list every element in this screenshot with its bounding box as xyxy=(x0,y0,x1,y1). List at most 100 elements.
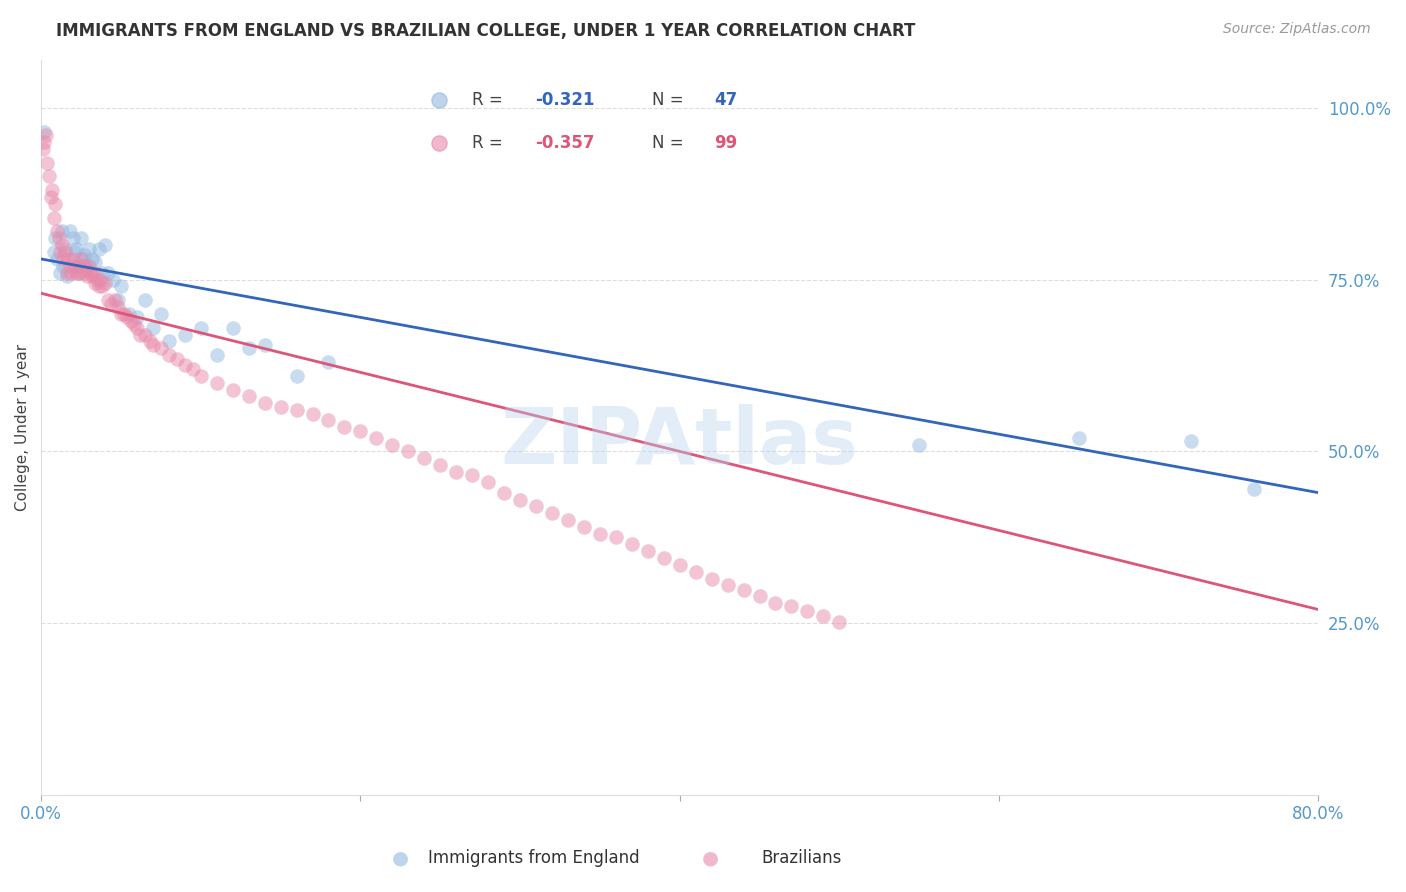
Point xyxy=(589,527,612,541)
Point xyxy=(107,293,129,308)
Text: IMMIGRANTS FROM ENGLAND VS BRAZILIAN COLLEGE, UNDER 1 YEAR CORRELATION CHART: IMMIGRANTS FROM ENGLAND VS BRAZILIAN COL… xyxy=(56,22,915,40)
Point xyxy=(94,276,117,290)
Point xyxy=(780,599,803,613)
Point xyxy=(149,307,172,321)
Point xyxy=(142,320,165,334)
Point xyxy=(221,383,243,397)
Point xyxy=(716,578,738,592)
Point xyxy=(38,169,60,184)
Point xyxy=(83,266,105,280)
Point xyxy=(190,320,212,334)
Point xyxy=(97,266,120,280)
Point xyxy=(82,252,104,266)
Point xyxy=(134,293,156,308)
Point xyxy=(112,307,135,321)
Point xyxy=(62,252,84,266)
Point xyxy=(477,475,499,490)
Point xyxy=(509,492,531,507)
Point xyxy=(253,396,276,410)
Point xyxy=(205,376,228,390)
Point xyxy=(110,279,132,293)
Point xyxy=(605,530,627,544)
Point xyxy=(461,468,484,483)
Point xyxy=(637,544,659,558)
Point xyxy=(765,596,787,610)
Point xyxy=(90,279,112,293)
Point xyxy=(73,266,96,280)
Point xyxy=(73,248,96,262)
Point xyxy=(46,224,69,238)
Point xyxy=(49,245,72,260)
Point xyxy=(908,437,931,451)
Point xyxy=(120,314,142,328)
Point xyxy=(494,485,516,500)
Point xyxy=(84,276,107,290)
Point xyxy=(190,368,212,383)
Point xyxy=(52,252,75,266)
Point xyxy=(110,307,132,321)
Point xyxy=(94,238,117,252)
Point xyxy=(118,307,141,321)
Point xyxy=(1243,482,1265,496)
Point xyxy=(49,266,72,280)
Point xyxy=(301,407,323,421)
Point xyxy=(100,296,122,310)
Point xyxy=(77,242,100,256)
Point xyxy=(318,355,340,369)
Point xyxy=(117,310,139,325)
Point xyxy=(166,351,188,366)
Point xyxy=(253,338,276,352)
Point xyxy=(125,320,148,334)
Point xyxy=(524,500,547,514)
Point xyxy=(668,558,690,572)
Point xyxy=(129,327,152,342)
Point xyxy=(396,444,419,458)
Point xyxy=(90,266,112,280)
Point xyxy=(733,583,755,598)
Point xyxy=(44,231,66,245)
Point xyxy=(125,310,148,325)
Text: ZIPAtlas: ZIPAtlas xyxy=(501,404,859,480)
Point xyxy=(122,317,145,331)
Point xyxy=(828,615,851,629)
Point xyxy=(75,259,97,273)
Point xyxy=(51,238,73,252)
Point xyxy=(429,458,451,472)
Point xyxy=(63,259,86,273)
Point xyxy=(134,327,156,342)
Point xyxy=(67,266,90,280)
Point xyxy=(77,259,100,273)
Point xyxy=(70,252,93,266)
Point xyxy=(87,279,110,293)
Point xyxy=(66,259,89,273)
Point xyxy=(541,506,564,520)
Point xyxy=(181,362,204,376)
Point xyxy=(63,245,86,260)
Point xyxy=(238,341,260,355)
Point xyxy=(1180,434,1202,448)
Point xyxy=(72,259,94,273)
Point xyxy=(748,589,770,603)
Point xyxy=(34,125,56,139)
Text: ●: ● xyxy=(702,848,718,868)
Y-axis label: College, Under 1 year: College, Under 1 year xyxy=(15,343,30,511)
Point xyxy=(173,359,195,373)
Text: Source: ZipAtlas.com: Source: ZipAtlas.com xyxy=(1223,22,1371,37)
Point xyxy=(97,293,120,308)
Point xyxy=(205,348,228,362)
Point xyxy=(620,537,643,551)
Point xyxy=(59,259,82,273)
Point xyxy=(51,224,73,238)
Text: ●: ● xyxy=(392,848,409,868)
Point xyxy=(65,242,87,256)
Text: Brazilians: Brazilians xyxy=(761,849,842,867)
Point xyxy=(318,413,340,427)
Point xyxy=(70,231,93,245)
Point xyxy=(44,197,66,211)
Point xyxy=(349,424,371,438)
Point xyxy=(34,135,56,149)
Point xyxy=(72,252,94,266)
Point xyxy=(76,269,98,284)
Point xyxy=(42,245,65,260)
Point xyxy=(285,403,308,417)
